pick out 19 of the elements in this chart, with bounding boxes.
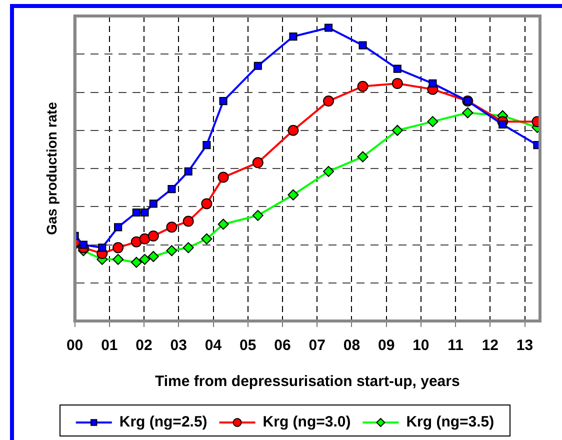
x-axis-title: Time from depressurisation start-up, years <box>154 373 460 390</box>
x-tick-label: 03 <box>170 337 187 354</box>
x-tick-label: 06 <box>274 337 291 354</box>
x-tick-label: 04 <box>204 337 222 354</box>
x-tick-label: 02 <box>136 337 152 354</box>
x-tick-label: 12 <box>482 337 498 354</box>
x-tick-label: 09 <box>378 337 395 354</box>
legend-label: Krg (ng=3.5) <box>406 414 494 431</box>
x-tick-label: 11 <box>448 337 464 354</box>
x-tick-label: 05 <box>240 337 256 354</box>
legend-label: Krg (ng=2.5) <box>119 414 208 431</box>
x-tick-label: 08 <box>343 337 360 354</box>
x-tick-label: 01 <box>101 337 118 354</box>
x-tick-label: 07 <box>308 337 326 354</box>
x-tick-label: 10 <box>412 337 430 354</box>
legend-label: Krg (ng=3.0) <box>262 414 351 431</box>
x-tick-label: 00 <box>66 337 84 354</box>
x-tick-label: 13 <box>516 337 534 354</box>
y-axis-title: Gas production rate <box>43 102 60 236</box>
